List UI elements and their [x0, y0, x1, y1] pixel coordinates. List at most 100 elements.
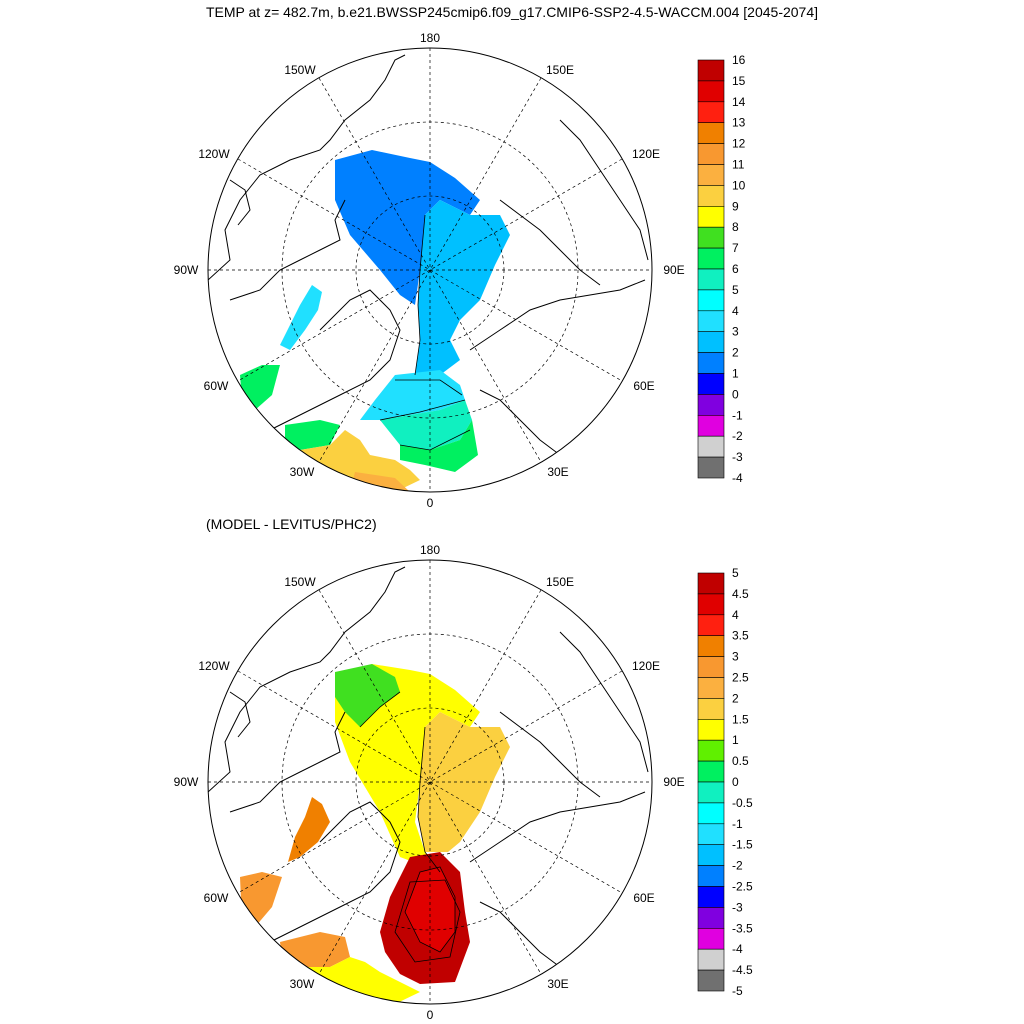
bottom-colorbar-swatch [697, 739, 725, 762]
top-colorbar-label: 9 [732, 199, 739, 213]
lon-label-150w: 150W [284, 575, 316, 589]
lon-label-60w: 60W [204, 379, 229, 393]
lon-label-90w: 90W [174, 775, 199, 789]
top-map-panel: 180 150W 150E 120W 120E 90W 90E 60W 60E … [174, 31, 746, 510]
bottom-colorbar-swatch [697, 593, 725, 616]
lon-label-60w: 60W [204, 891, 229, 905]
bottom-colorbar-label: 3 [732, 650, 739, 664]
top-colorbar-swatch [697, 373, 725, 395]
bottom-colorbar-swatch [697, 614, 725, 637]
lon-label-90e: 90E [663, 263, 684, 277]
top-map-border [207, 47, 653, 493]
north-atlantic-green [285, 420, 340, 450]
lon-label-120w: 120W [198, 147, 230, 161]
norwegian-sea-water [380, 400, 472, 450]
lon-label-30e: 30E [547, 977, 568, 991]
bottom-coastlines [208, 566, 649, 978]
difference-panel-title: (MODEL - LEVITUS/PHC2) [206, 516, 377, 532]
lon-label-180: 180 [420, 31, 440, 45]
top-colorbar-label: 6 [732, 262, 739, 276]
bottom-colorbar-label: -5 [732, 984, 743, 998]
bottom-colorbar-swatch [697, 907, 725, 929]
top-colorbar-label: 14 [732, 95, 746, 109]
top-colorbar-label: 8 [732, 220, 739, 234]
top-colorbar-label: 11 [732, 158, 745, 172]
top-colorbar-swatch [697, 456, 725, 479]
lon-label-30e: 30E [547, 465, 568, 479]
bottom-colorbar-swatch [697, 948, 725, 971]
top-colorbar-swatch [697, 310, 725, 332]
lon-label-30w: 30W [290, 465, 315, 479]
top-colorbar-label: 13 [732, 116, 746, 130]
bottom-colorbar-swatch [697, 677, 725, 699]
bottom-graticule [208, 560, 652, 1004]
bottom-colorbar-label: 4.5 [732, 587, 749, 601]
lon-label-90w: 90W [174, 263, 199, 277]
canada-basin-water [335, 150, 480, 305]
bottom-colorbar-swatch [697, 844, 725, 866]
top-colorbar-label: 2 [732, 346, 739, 360]
top-graticule [208, 48, 652, 492]
top-colorbar-label: 15 [732, 74, 746, 88]
lon-label-180: 180 [420, 543, 440, 557]
figure-title: TEMP at z= 482.7m, b.e21.BWSSP245cmip6.f… [205, 4, 819, 20]
top-colorbar-label: 0 [732, 387, 739, 401]
bottom-colorbar-label: 4 [732, 608, 739, 622]
baffin-bay-water [280, 285, 322, 350]
top-colorbar-label: -4 [732, 471, 743, 485]
top-colorbar-swatch [697, 289, 725, 312]
top-colorbar-label: 4 [732, 304, 739, 318]
top-colorbar-label: 10 [732, 178, 746, 192]
lon-label-120w: 120W [198, 659, 230, 673]
top-colorbar-swatch [697, 122, 725, 144]
bottom-colorbar-label: 1 [732, 733, 739, 747]
top-coastlines [208, 54, 649, 466]
lon-label-120e: 120E [632, 659, 660, 673]
bottom-colorbar-label: 0.5 [732, 754, 749, 768]
lon-label-150e: 150E [546, 63, 574, 77]
top-colorbar-label: -3 [732, 450, 743, 464]
bottom-colorbar-swatch [697, 802, 725, 825]
bottom-colorbar: 5 4.5 4 3.5 3 2.5 2 1.5 1 0.5 0 -0.5 -1 -1.5 -2 -2.5 -3 -… [697, 566, 753, 998]
top-colorbar-swatch [697, 414, 725, 437]
bottom-colorbar-label: 3.5 [732, 629, 749, 643]
fram-strait-water [360, 370, 465, 420]
lon-label-0: 0 [427, 1008, 434, 1022]
north-atlantic-orange [280, 932, 350, 967]
top-colorbar-label: 3 [732, 325, 739, 339]
top-colorbar-label: 16 [732, 53, 746, 67]
top-colorbar-swatch [697, 143, 725, 165]
baffin-bay-anomaly [288, 797, 330, 862]
bottom-colorbar-label: 2 [732, 691, 739, 705]
bottom-colorbar-swatch [697, 698, 725, 720]
bottom-colorbar-swatch [697, 635, 725, 657]
greenland-iceland-sea-water [400, 420, 478, 472]
bottom-colorbar-label: 0 [732, 775, 739, 789]
bottom-colorbar-swatch [697, 969, 725, 992]
top-map-fields [208, 54, 649, 492]
bottom-colorbar-swatch [697, 656, 725, 678]
top-colorbar-label: 7 [732, 241, 739, 255]
labrador-sea-water [240, 365, 280, 410]
bottom-colorbar-label: -2 [732, 859, 743, 873]
bottom-colorbar-swatch [697, 927, 725, 950]
bottom-colorbar-label: 2.5 [732, 671, 749, 685]
lon-label-60e: 60E [633, 891, 654, 905]
bottom-colorbar-label: -3.5 [732, 921, 753, 935]
bottom-colorbar-swatch [697, 719, 725, 741]
bottom-colorbar-label: -1.5 [732, 838, 753, 852]
canada-basin-anomaly [335, 664, 400, 727]
top-colorbar-label: 1 [732, 367, 739, 381]
top-colorbar-swatch [697, 185, 725, 207]
bottom-colorbar-swatch [697, 865, 725, 887]
bottom-colorbar-label: -4.5 [732, 963, 753, 977]
bottom-colorbar-swatch [697, 823, 725, 845]
top-colorbar-label: 5 [732, 283, 739, 297]
bottom-map-fields [208, 566, 649, 1004]
top-colorbar-swatch [697, 101, 725, 124]
bottom-colorbar-swatch [697, 572, 725, 595]
top-colorbar-swatch [697, 435, 725, 458]
bottom-colorbar-label: 5 [732, 566, 739, 580]
lon-label-150e: 150E [546, 575, 574, 589]
lon-label-150w: 150W [284, 63, 316, 77]
